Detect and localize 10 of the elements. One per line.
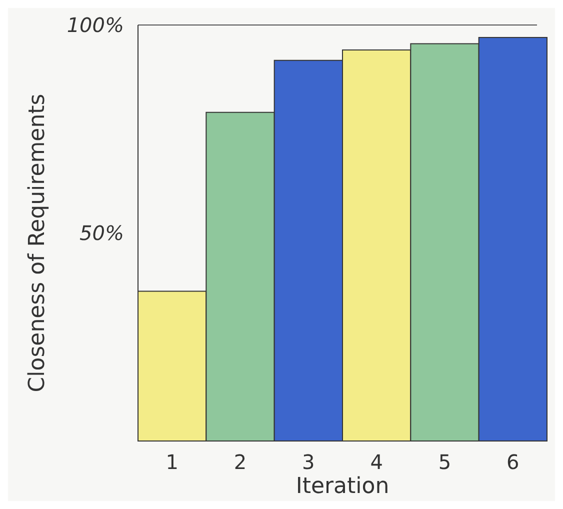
x-tick-label: 4 <box>370 450 383 474</box>
y-tick-label: 100% <box>66 13 124 37</box>
x-tick-label: 1 <box>166 450 178 474</box>
x-tick-label: 3 <box>302 450 315 474</box>
x-axis-title: Iteration <box>296 474 390 499</box>
x-tick-label: 5 <box>438 450 452 474</box>
y-tick-label: 50% <box>80 221 124 245</box>
y-axis-title: Closeness of Requirements <box>25 94 50 392</box>
x-tick-label: 2 <box>234 450 247 474</box>
x-tick-label: 6 <box>506 450 520 474</box>
